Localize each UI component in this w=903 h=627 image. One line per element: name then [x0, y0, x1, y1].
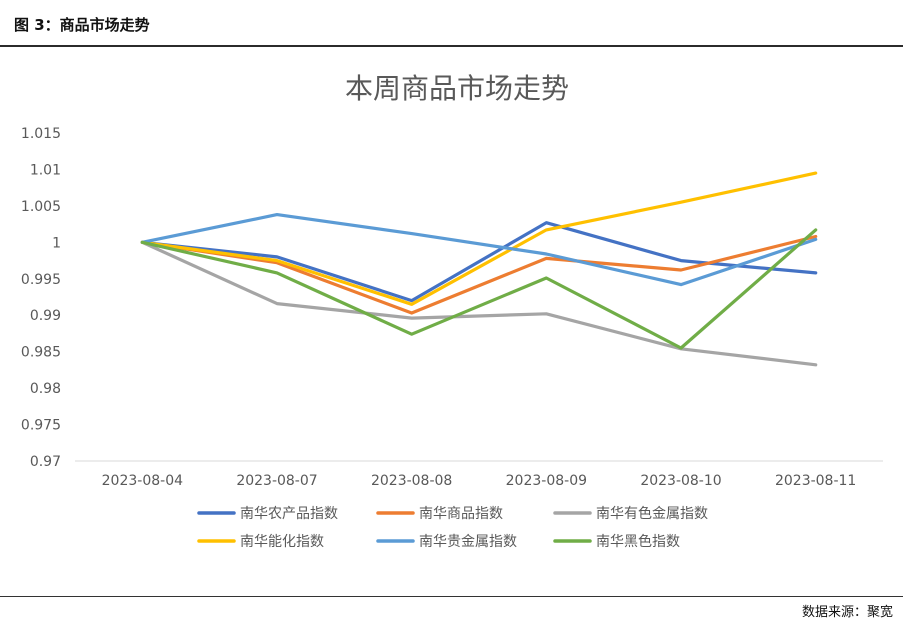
y-tick-label: 0.975: [21, 418, 61, 434]
figure-header: 图 3：商品市场走势: [14, 16, 150, 34]
y-tick-label: 1.005: [21, 199, 61, 215]
series-line-2: [140, 240, 818, 367]
y-tick-label: 0.995: [21, 272, 61, 288]
source-note: 数据来源：聚宽: [801, 605, 893, 620]
legend-label: 南华贵金属指数: [419, 534, 517, 550]
legend-item: 南华能化指数: [197, 534, 324, 550]
legend-label: 南华有色金属指数: [596, 505, 708, 522]
legend-label: 南华黑色指数: [596, 533, 680, 550]
legend-item: 南华黑色指数: [553, 533, 680, 550]
y-tick-label: 1.015: [21, 126, 61, 142]
legend-item: 南华农产品指数: [197, 506, 338, 522]
chart-title: 本周商品市场走势: [345, 72, 569, 105]
y-tick-label: 1.01: [30, 162, 61, 178]
x-tick-label: 2023-08-09: [506, 473, 587, 489]
x-tick-label: 2023-08-08: [371, 473, 452, 489]
bottom-divider: [0, 596, 903, 597]
series-line-4: [140, 213, 818, 287]
y-tick-label: 0.985: [21, 345, 61, 361]
series-line-1: [140, 234, 818, 315]
y-tick-label: 0.97: [30, 454, 61, 470]
chart-canvas: 本周商品市场走势 1.015 1.01 1.005 1 0.995 0.99 0.985 0.…: [21, 72, 883, 550]
x-tick-label: 2023-08-07: [236, 473, 317, 489]
legend-label: 南华农产品指数: [240, 506, 338, 522]
series-layer: [140, 171, 818, 367]
legend-item: 南华贵金属指数: [376, 534, 517, 550]
y-tick-label: 0.98: [30, 381, 61, 397]
y-tick-label: 0.99: [30, 308, 61, 324]
x-tick-label: 2023-08-11: [775, 473, 856, 489]
y-axis: 1.015 1.01 1.005 1 0.995 0.99 0.985 0.98 0.975 0.…: [21, 126, 61, 470]
series-line-0: [140, 221, 818, 303]
x-tick-label: 2023-08-10: [640, 473, 721, 489]
legend-item: 南华商品指数: [376, 506, 503, 522]
series-line-5: [140, 228, 818, 350]
legend-item: 南华有色金属指数: [553, 505, 708, 522]
legend-label: 南华能化指数: [240, 534, 324, 550]
x-axis: 2023-08-04 2023-08-07 2023-08-08 2023-08-09…: [75, 460, 883, 489]
x-tick-label: 2023-08-04: [102, 473, 183, 489]
legend-label: 南华商品指数: [419, 506, 503, 522]
top-divider: [0, 45, 903, 47]
series-line-3: [140, 171, 818, 306]
y-tick-label: 1: [52, 235, 61, 251]
